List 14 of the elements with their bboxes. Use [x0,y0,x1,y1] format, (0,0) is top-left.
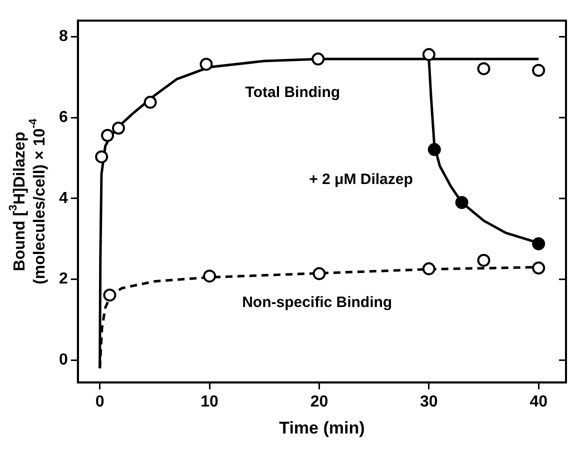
series-label: Total Binding [245,84,340,102]
y-tick-label: 0 [58,352,68,369]
x-tick-label: 0 [95,393,104,410]
series-label: + 2 μM Dilazep [309,170,413,188]
y-tick-label: 6 [58,109,68,126]
y-tick-label: 2 [58,270,68,288]
x-axis-title: Time (min) [279,418,365,438]
x-tick-label: 10 [200,393,219,410]
y-tick-label: 8 [58,28,68,46]
x-tick-label: 40 [530,393,548,410]
x-tick-label: 30 [420,393,438,410]
series-label: Non-specific Binding [242,294,392,311]
x-tick-label: 20 [310,393,328,410]
y-tick-label: 4 [58,190,68,207]
